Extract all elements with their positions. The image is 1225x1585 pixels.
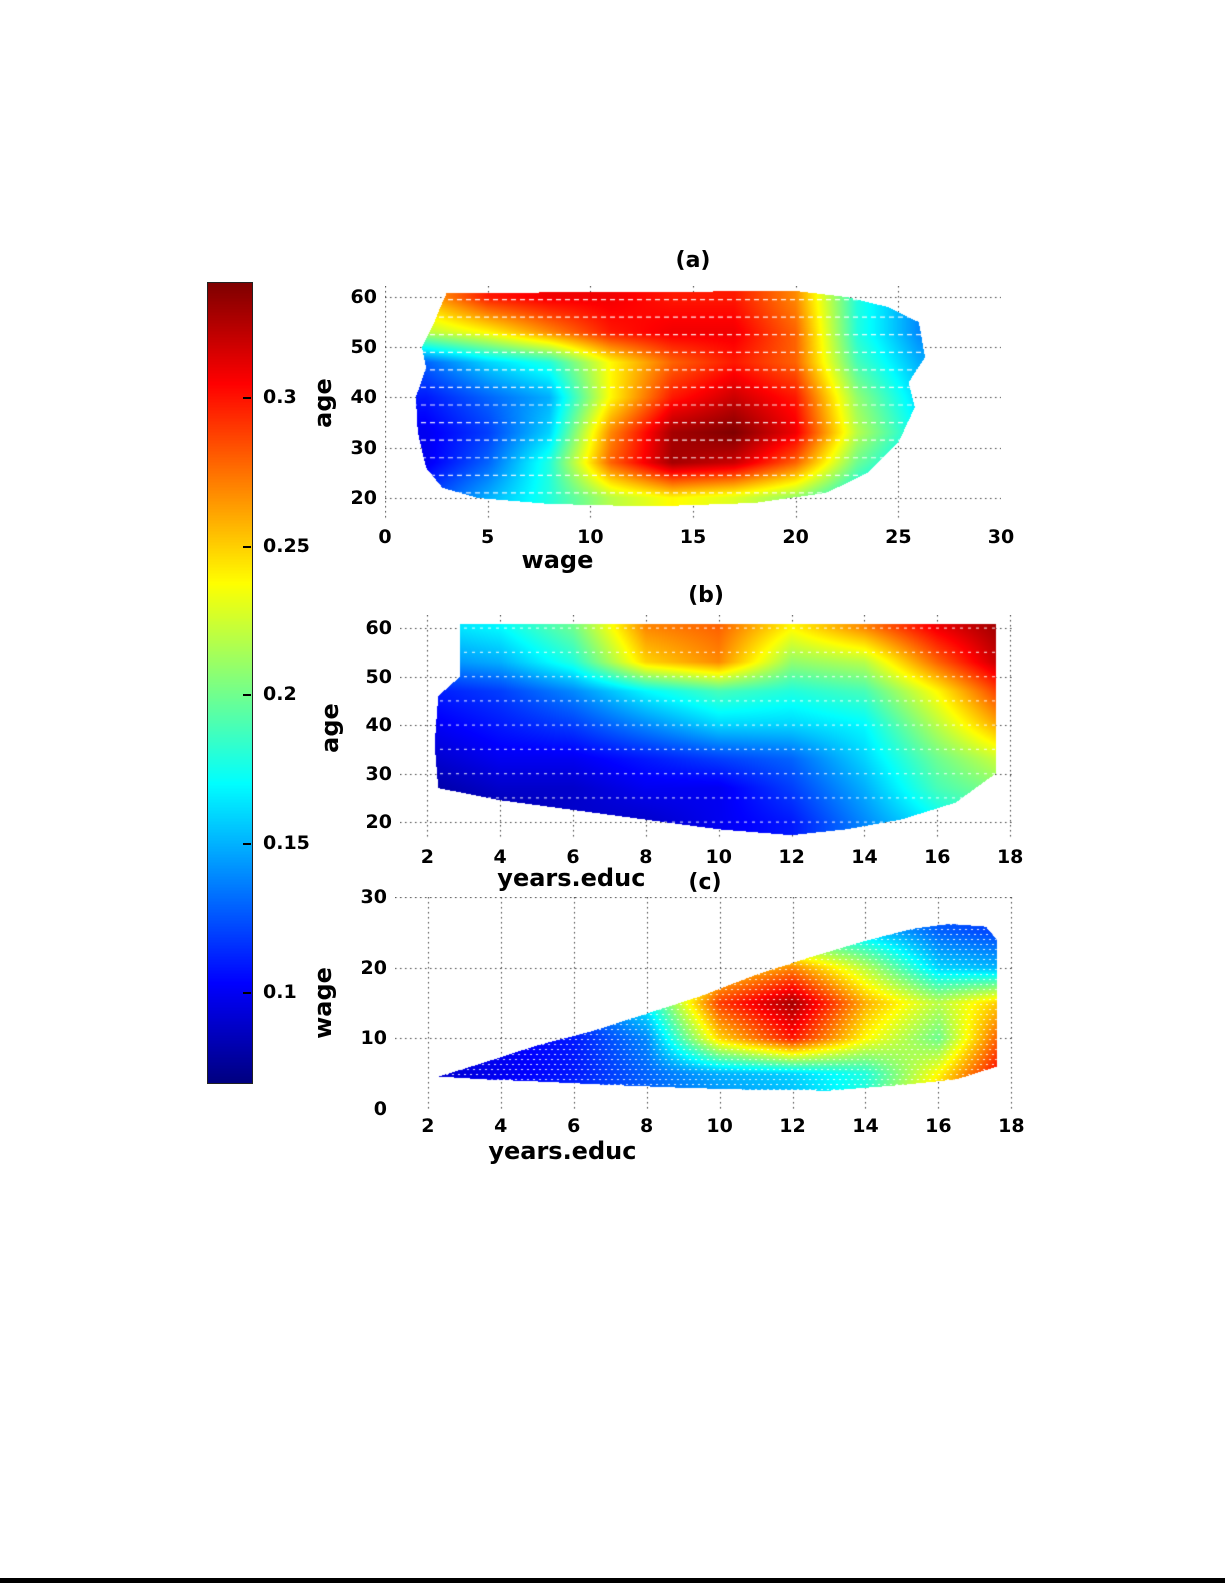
x-tick-label: 6	[566, 846, 580, 868]
panel-b-title: (b)	[688, 583, 724, 608]
panel-b: (b) 20 30 40 50 60 2 4 6 8 10 12 14 16 18 years.educ…	[316, 583, 1023, 892]
y-tick-label: 10	[360, 1027, 387, 1050]
page-bottom-rule	[0, 1578, 1225, 1583]
x-tick-label: 2	[421, 1115, 435, 1137]
panel-b-xlabel: years.educ	[497, 864, 646, 892]
colorbar: 0.3 0.25 0.2 0.15 0.1	[207, 282, 327, 1086]
x-tick-label: 4	[494, 1115, 508, 1137]
panel-c-ylabel: wage	[309, 967, 337, 1039]
colorbar-tick-label: 0.1	[263, 980, 297, 1003]
panel-a-heatmap	[385, 286, 1001, 520]
y-tick-label: 40	[350, 386, 377, 409]
colorbar-tick-label: 0.3	[263, 385, 297, 408]
y-tick-label: 60	[350, 286, 377, 309]
panel-c-heatmap	[395, 897, 1015, 1109]
y-tick-label: 20	[360, 956, 387, 979]
panel-a-xlabel: wage	[521, 546, 594, 574]
x-tick-label: 18	[996, 846, 1024, 868]
x-tick-label: 18	[998, 1115, 1025, 1137]
colorbar-tick-mark	[243, 694, 251, 697]
x-tick-label: 5	[481, 526, 495, 548]
panel-c-xlabel: years.educ	[488, 1137, 637, 1165]
y-tick-label: 60	[365, 617, 392, 640]
panel-a-ylabel: age	[309, 378, 337, 428]
x-tick-label: 16	[925, 1115, 952, 1137]
colorbar-tick-mark	[243, 991, 251, 994]
y-tick-label: 30	[365, 762, 392, 785]
x-tick-label: 0	[378, 526, 392, 548]
colorbar-tick-mark	[243, 843, 251, 846]
y-tick-label: 30	[360, 886, 387, 908]
x-tick-label: 15	[679, 526, 707, 548]
colorbar-tick-label: 0.2	[263, 683, 297, 706]
colorbar-tick-label: 0.15	[263, 832, 310, 855]
panel-b-ylabel: age	[316, 702, 344, 753]
colorbar-tick-label: 0.25	[263, 534, 310, 557]
colorbar-tick-mark	[243, 545, 251, 548]
x-tick-label: 10	[577, 526, 604, 548]
panel-c: (c) 0 10 20 30 2 4 6 8 10 12 14 16 18 years.educ wa…	[309, 870, 1025, 1165]
panel-c-title: (c)	[688, 870, 722, 895]
x-tick-label: 2	[420, 846, 434, 868]
x-tick-label: 4	[493, 846, 507, 868]
x-tick-label: 14	[851, 846, 878, 868]
colorbar-gradient	[207, 282, 253, 1084]
x-tick-label: 8	[640, 1115, 654, 1137]
panel-a: (a) 20 30 40 50 60 0 5 10 15 20 25 30 wage age	[309, 248, 1014, 574]
panel-b-heatmap	[400, 615, 1012, 840]
y-tick-label: 40	[365, 714, 392, 737]
x-tick-label: 10	[705, 846, 732, 868]
x-tick-label: 8	[639, 846, 653, 868]
x-tick-label: 14	[852, 1115, 879, 1137]
colorbar-tick-mark	[243, 396, 251, 399]
x-tick-label: 20	[782, 526, 809, 548]
y-tick-label: 20	[350, 486, 377, 509]
x-tick-label: 6	[567, 1115, 581, 1137]
y-tick-label: 20	[365, 811, 392, 834]
y-tick-label: 0	[373, 1098, 387, 1120]
panel-a-title: (a)	[675, 248, 711, 273]
x-tick-label: 25	[885, 526, 912, 548]
x-tick-label: 12	[778, 846, 805, 868]
x-tick-label: 30	[987, 526, 1015, 548]
y-tick-label: 50	[350, 336, 377, 359]
x-tick-label: 16	[924, 846, 951, 868]
y-tick-label: 30	[350, 436, 377, 459]
y-tick-label: 50	[365, 665, 392, 688]
x-tick-label: 10	[706, 1115, 733, 1137]
x-tick-label: 12	[779, 1115, 806, 1137]
